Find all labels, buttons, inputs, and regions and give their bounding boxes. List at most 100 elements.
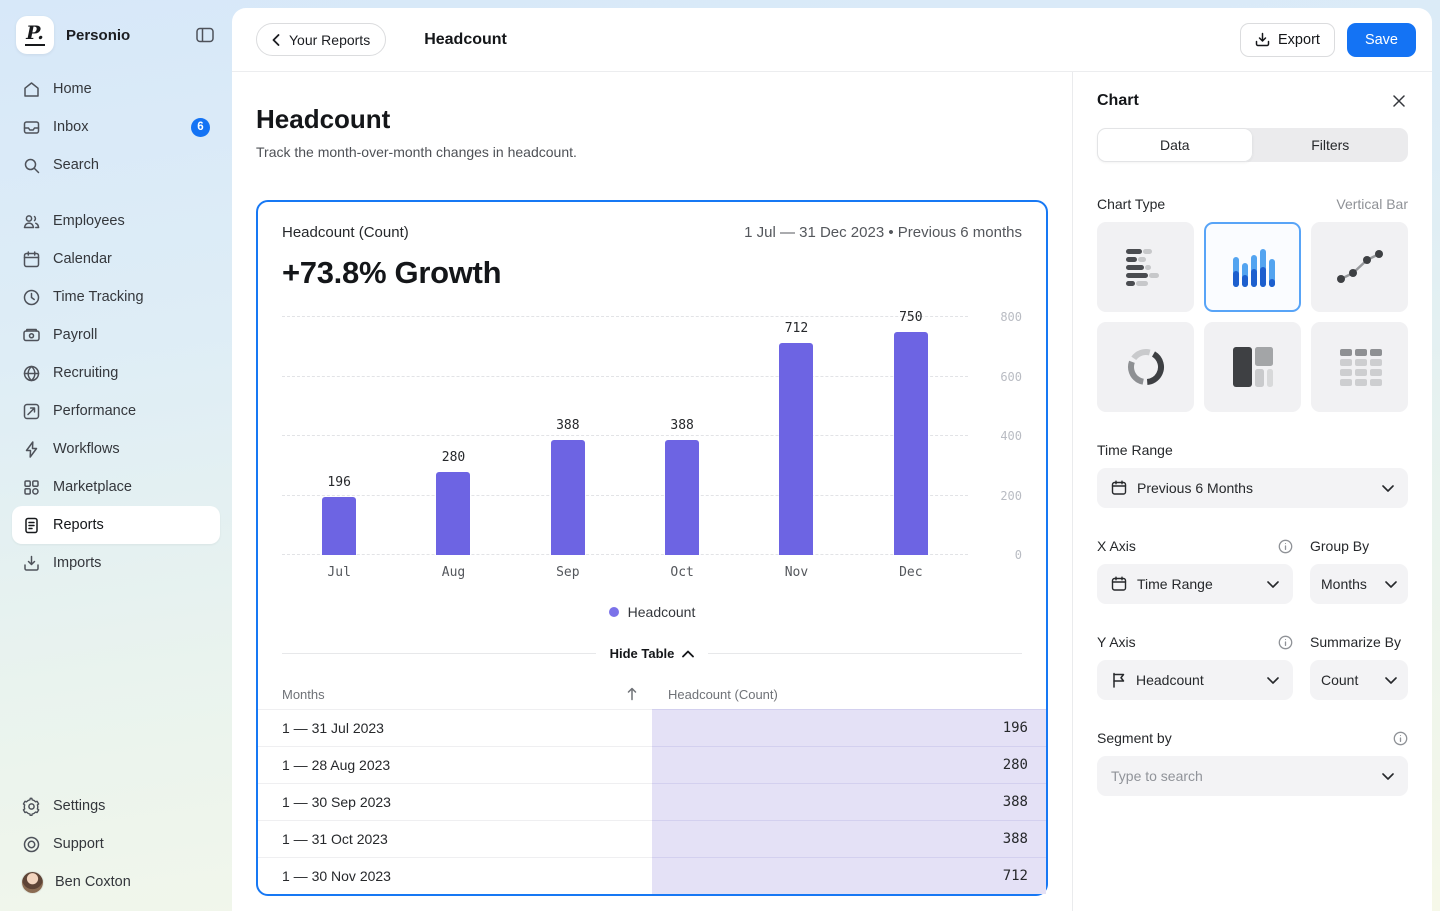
sidebar-item-performance[interactable]: Performance bbox=[12, 392, 220, 430]
sidebar-item-label: Ben Coxton bbox=[55, 874, 131, 890]
table-row: 1 — 31 Jul 2023196 bbox=[258, 709, 1046, 746]
tab-data[interactable]: Data bbox=[1097, 128, 1253, 162]
table-row: 1 — 30 Nov 2023712 bbox=[258, 857, 1046, 894]
calendar-icon bbox=[1111, 480, 1127, 496]
hide-table-label: Hide Table bbox=[610, 646, 675, 661]
close-icon bbox=[1392, 94, 1406, 108]
sidebar-footer: Settings Support Ben Coxton bbox=[12, 787, 220, 901]
workflows-icon bbox=[22, 440, 41, 459]
bar-sep[interactable] bbox=[551, 440, 585, 555]
hide-table-button[interactable]: Hide Table bbox=[610, 646, 695, 661]
column-header-months[interactable]: Months bbox=[258, 687, 652, 702]
tab-filters[interactable]: Filters bbox=[1253, 128, 1409, 162]
x-axis-select[interactable]: Time Range bbox=[1097, 564, 1293, 604]
sidebar-item-payroll[interactable]: Payroll bbox=[12, 316, 220, 354]
sidebar-item-label: Employees bbox=[53, 213, 125, 229]
sidebar-header: P. Personio bbox=[12, 12, 220, 70]
x-axis-tick: Nov bbox=[739, 565, 853, 580]
segment-by-search-select[interactable]: Type to search bbox=[1097, 756, 1408, 796]
chevron-down-icon bbox=[1267, 677, 1279, 684]
month-cell: 1 — 28 Aug 2023 bbox=[258, 747, 652, 783]
chart-type-option-line[interactable] bbox=[1311, 222, 1408, 312]
bar-slot-sep: 388 bbox=[511, 418, 625, 555]
bar-jul[interactable] bbox=[322, 497, 356, 555]
table-row: 1 — 28 Aug 2023280 bbox=[258, 746, 1046, 783]
sidebar-item-label: Inbox bbox=[53, 119, 88, 135]
marketplace-icon bbox=[22, 478, 41, 497]
chevron-down-icon bbox=[1382, 485, 1394, 492]
result-table: Months Headcount (Count) 1 — 31 Jul 2023… bbox=[258, 679, 1046, 894]
treemap-chart-icon bbox=[1227, 345, 1279, 389]
metric-label: Headcount (Count) bbox=[282, 224, 409, 241]
info-icon[interactable] bbox=[1278, 539, 1293, 554]
chart-type-option-treemap[interactable] bbox=[1204, 322, 1301, 412]
download-icon bbox=[1255, 32, 1270, 47]
back-to-reports-button[interactable]: Your Reports bbox=[256, 23, 386, 56]
sidebar-item-home[interactable]: Home bbox=[12, 70, 220, 108]
summarize-by-select[interactable]: Count bbox=[1310, 660, 1408, 700]
personio-logo-glyph: P. bbox=[25, 24, 45, 46]
info-icon[interactable] bbox=[1393, 731, 1408, 746]
sidebar-item-reports[interactable]: Reports bbox=[12, 506, 220, 544]
segment-by-placeholder: Type to search bbox=[1111, 768, 1203, 784]
chart-type-option-vertical-bar[interactable] bbox=[1204, 222, 1301, 312]
bar-aug[interactable] bbox=[436, 472, 470, 555]
chart-type-option-donut[interactable] bbox=[1097, 322, 1194, 412]
column-header-headcount[interactable]: Headcount (Count) bbox=[652, 687, 1046, 702]
save-button[interactable]: Save bbox=[1347, 23, 1416, 57]
group-by-select[interactable]: Months bbox=[1310, 564, 1408, 604]
sidebar-item-label: Recruiting bbox=[53, 365, 118, 381]
info-icon[interactable] bbox=[1278, 635, 1293, 650]
sidebar-item-calendar[interactable]: Calendar bbox=[12, 240, 220, 278]
bar-slot-dec: 750 bbox=[854, 310, 968, 555]
sidebar-item-time-tracking[interactable]: Time Tracking bbox=[12, 278, 220, 316]
sidebar-item-inbox[interactable]: Inbox6 bbox=[12, 108, 220, 146]
payroll-icon bbox=[22, 326, 41, 345]
value-cell: 280 bbox=[652, 746, 1046, 783]
sidebar-item-marketplace[interactable]: Marketplace bbox=[12, 468, 220, 506]
sort-ascending-icon[interactable] bbox=[626, 687, 638, 701]
bar-nov[interactable] bbox=[779, 343, 813, 555]
bar-oct[interactable] bbox=[665, 440, 699, 555]
divider bbox=[708, 653, 1022, 654]
close-panel-button[interactable] bbox=[1390, 92, 1408, 110]
back-button-label: Your Reports bbox=[289, 32, 370, 48]
month-cell: 1 — 31 Jul 2023 bbox=[258, 710, 652, 746]
legend-item-headcount[interactable]: Headcount bbox=[282, 604, 1022, 620]
personio-logo[interactable]: P. bbox=[16, 16, 54, 54]
line-chart-icon bbox=[1334, 245, 1386, 289]
growth-headline: +73.8% Growth bbox=[282, 255, 1022, 291]
segment-by-label: Segment by bbox=[1097, 730, 1172, 746]
sidebar-item-ben-coxton[interactable]: Ben Coxton bbox=[12, 863, 220, 901]
sidebar-item-employees[interactable]: Employees bbox=[12, 202, 220, 240]
sidebar-item-settings[interactable]: Settings bbox=[12, 787, 220, 825]
sidebar-item-search[interactable]: Search bbox=[12, 146, 220, 184]
bar-slot-nov: 712 bbox=[739, 321, 853, 555]
sidebar-item-label: Imports bbox=[53, 555, 101, 571]
page-subtitle: Track the month-over-month changes in he… bbox=[256, 144, 1048, 160]
summarize-by-value: Count bbox=[1321, 672, 1358, 688]
x-axis-tick: Dec bbox=[854, 565, 968, 580]
chart-type-option-horizontal-bar[interactable] bbox=[1097, 222, 1194, 312]
sidebar-collapse-button[interactable] bbox=[194, 25, 216, 45]
time-range-select[interactable]: Previous 6 Months bbox=[1097, 468, 1408, 508]
sidebar-item-label: Support bbox=[53, 836, 104, 852]
y-axis-select[interactable]: Headcount bbox=[1097, 660, 1293, 700]
sidebar-item-recruiting[interactable]: Recruiting bbox=[12, 354, 220, 392]
bar-chart: 0200400600800196280388388712750 bbox=[282, 317, 1022, 555]
x-axis-label: X Axis bbox=[1097, 538, 1136, 554]
sidebar-item-imports[interactable]: Imports bbox=[12, 544, 220, 582]
sidebar-item-workflows[interactable]: Workflows bbox=[12, 430, 220, 468]
sidebar-item-support[interactable]: Support bbox=[12, 825, 220, 863]
imports-icon bbox=[22, 554, 41, 573]
group-by-label: Group By bbox=[1310, 538, 1408, 554]
export-button[interactable]: Export bbox=[1240, 23, 1335, 57]
chart-type-option-table[interactable] bbox=[1311, 322, 1408, 412]
table-chart-icon bbox=[1334, 345, 1386, 389]
collapse-sidebar-icon bbox=[196, 27, 214, 43]
bar-dec[interactable] bbox=[894, 332, 928, 555]
legend-dot bbox=[609, 607, 619, 617]
chart-settings-panel: Chart Data Filters Chart Type Vertical B… bbox=[1072, 72, 1432, 911]
y-axis-label: Y Axis bbox=[1097, 634, 1136, 650]
y-axis-tick: 0 bbox=[978, 548, 1022, 562]
